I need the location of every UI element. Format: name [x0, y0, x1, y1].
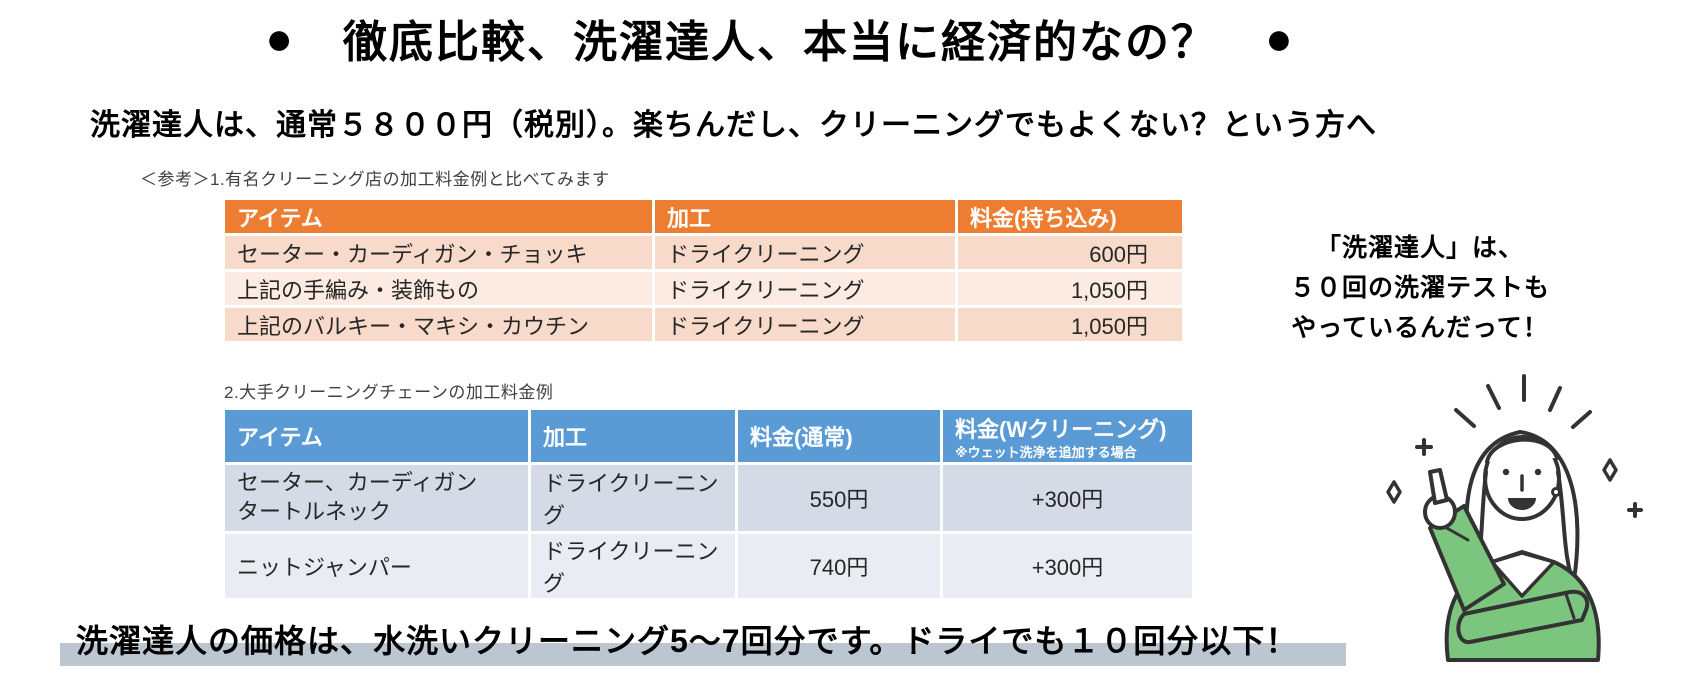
table-row: セーター・カーディガン・チョッキ ドライクリーニング 600円: [222, 233, 1185, 272]
callout-line: 「洗濯達人」は、: [1315, 234, 1524, 262]
sparkle-icons: [1386, 438, 1643, 518]
cell-item: セーター、カーディガン タートルネック: [222, 462, 531, 534]
cell-price-normal: 740円: [735, 531, 943, 601]
bullet-icon: ●: [1265, 12, 1295, 64]
cell-price: 1,050円: [955, 305, 1185, 344]
cell-price: 1,050円: [955, 269, 1185, 308]
cell-process: ドライクリーニング: [652, 305, 958, 344]
chest-top: [1490, 551, 1556, 598]
column-header-price: 料金(持ち込み): [955, 197, 1185, 236]
column-header-process: 加工: [528, 407, 738, 465]
table2-caption: 2.大手クリーニングチェーンの加工料金例: [224, 383, 554, 402]
table1-caption: ＜参考＞1.有名クリーニング店の加工料金例と比べてみます: [140, 170, 610, 189]
ray-lines-icon: [1454, 374, 1592, 429]
highlight-bar: [60, 643, 1346, 666]
column-header-price-w-note: ※ウェット洗浄を追加する場合: [955, 444, 1137, 460]
page-title-text: 徹底比較、洗濯達人、本当に経済的なの？: [343, 18, 1217, 67]
cell-price-w: +300円: [940, 531, 1195, 601]
eye-right: [1534, 468, 1542, 476]
arm-cuff-line: [1564, 592, 1576, 620]
table-row: 上記のバルキー・マキシ・カウチン ドライクリーニング 1,050円: [222, 305, 1185, 344]
cell-process: ドライクリーニング: [652, 233, 958, 272]
column-header-process: 加工: [652, 197, 958, 236]
callout-text: 「洗濯達人」は、 ５０回の洗濯テストも やっているんだって！: [1255, 228, 1585, 348]
column-header-item: アイテム: [222, 197, 655, 236]
smiling-mouth: [1508, 498, 1536, 510]
callout-line: ５０回の洗濯テストも: [1289, 274, 1550, 302]
famous-store-price-table: アイテム 加工 料金(持ち込み) セーター・カーディガン・チョッキ ドライクリー…: [222, 197, 1185, 344]
cell-process: ドライクリーニング: [528, 531, 738, 601]
pointing-finger: [1428, 468, 1449, 505]
cell-price-w: +300円: [940, 462, 1195, 534]
callout-line: やっているんだって！: [1291, 314, 1549, 342]
cell-process: ドライクリーニング: [652, 269, 958, 308]
cell-item: ニットジャンパー: [222, 531, 531, 601]
table-header-row: アイテム 加工 料金(通常) 料金(Wクリーニング) ※ウェット洗浄を追加する場…: [222, 407, 1195, 465]
table-row: セーター、カーディガン タートルネック ドライクリーニング 550円 +300円: [222, 462, 1195, 534]
column-header-item: アイテム: [222, 407, 531, 465]
page-title: ● 徹底比較、洗濯達人、本当に経済的なの？ ●: [0, 6, 1560, 70]
subtitle-text: 洗濯達人は、通常５８００円（税別）。楽ちんだし、クリーニングでもよくない？という…: [90, 109, 1377, 142]
column-header-price-w-label: 料金(Wクリーニング): [955, 416, 1167, 442]
table-row: ニットジャンパー ドライクリーニング 740円 +300円: [222, 531, 1195, 601]
crossed-arm: [1456, 589, 1590, 645]
cell-item: セーター・カーディガン・チョッキ: [222, 233, 655, 272]
eye-left: [1502, 468, 1510, 476]
column-header-price-normal: 料金(通常): [735, 407, 943, 465]
column-header-price-w: 料金(Wクリーニング) ※ウェット洗浄を追加する場合: [940, 407, 1195, 465]
table-header-row: アイテム 加工 料金(持ち込み): [222, 197, 1185, 236]
cell-item: 上記のバルキー・マキシ・カウチン: [222, 305, 655, 344]
bottom-banner-text: 洗濯達人の価格は、水洗いクリーニング5〜7回分です。ドライでも１０回分以下！: [76, 623, 1299, 659]
cell-price: 600円: [955, 233, 1185, 272]
chain-price-table: アイテム 加工 料金(通常) 料金(Wクリーニング) ※ウェット洗浄を追加する場…: [222, 407, 1195, 601]
bullet-icon: ●: [265, 12, 295, 64]
cell-item: 上記の手編み・装飾もの: [222, 269, 655, 308]
cell-price-normal: 550円: [735, 462, 943, 534]
pointing-woman-illustration: [1386, 374, 1643, 662]
hair-fringe: [1485, 437, 1559, 464]
table-row: 上記の手編み・装飾もの ドライクリーニング 1,050円: [222, 269, 1185, 308]
cell-process: ドライクリーニング: [528, 462, 738, 534]
